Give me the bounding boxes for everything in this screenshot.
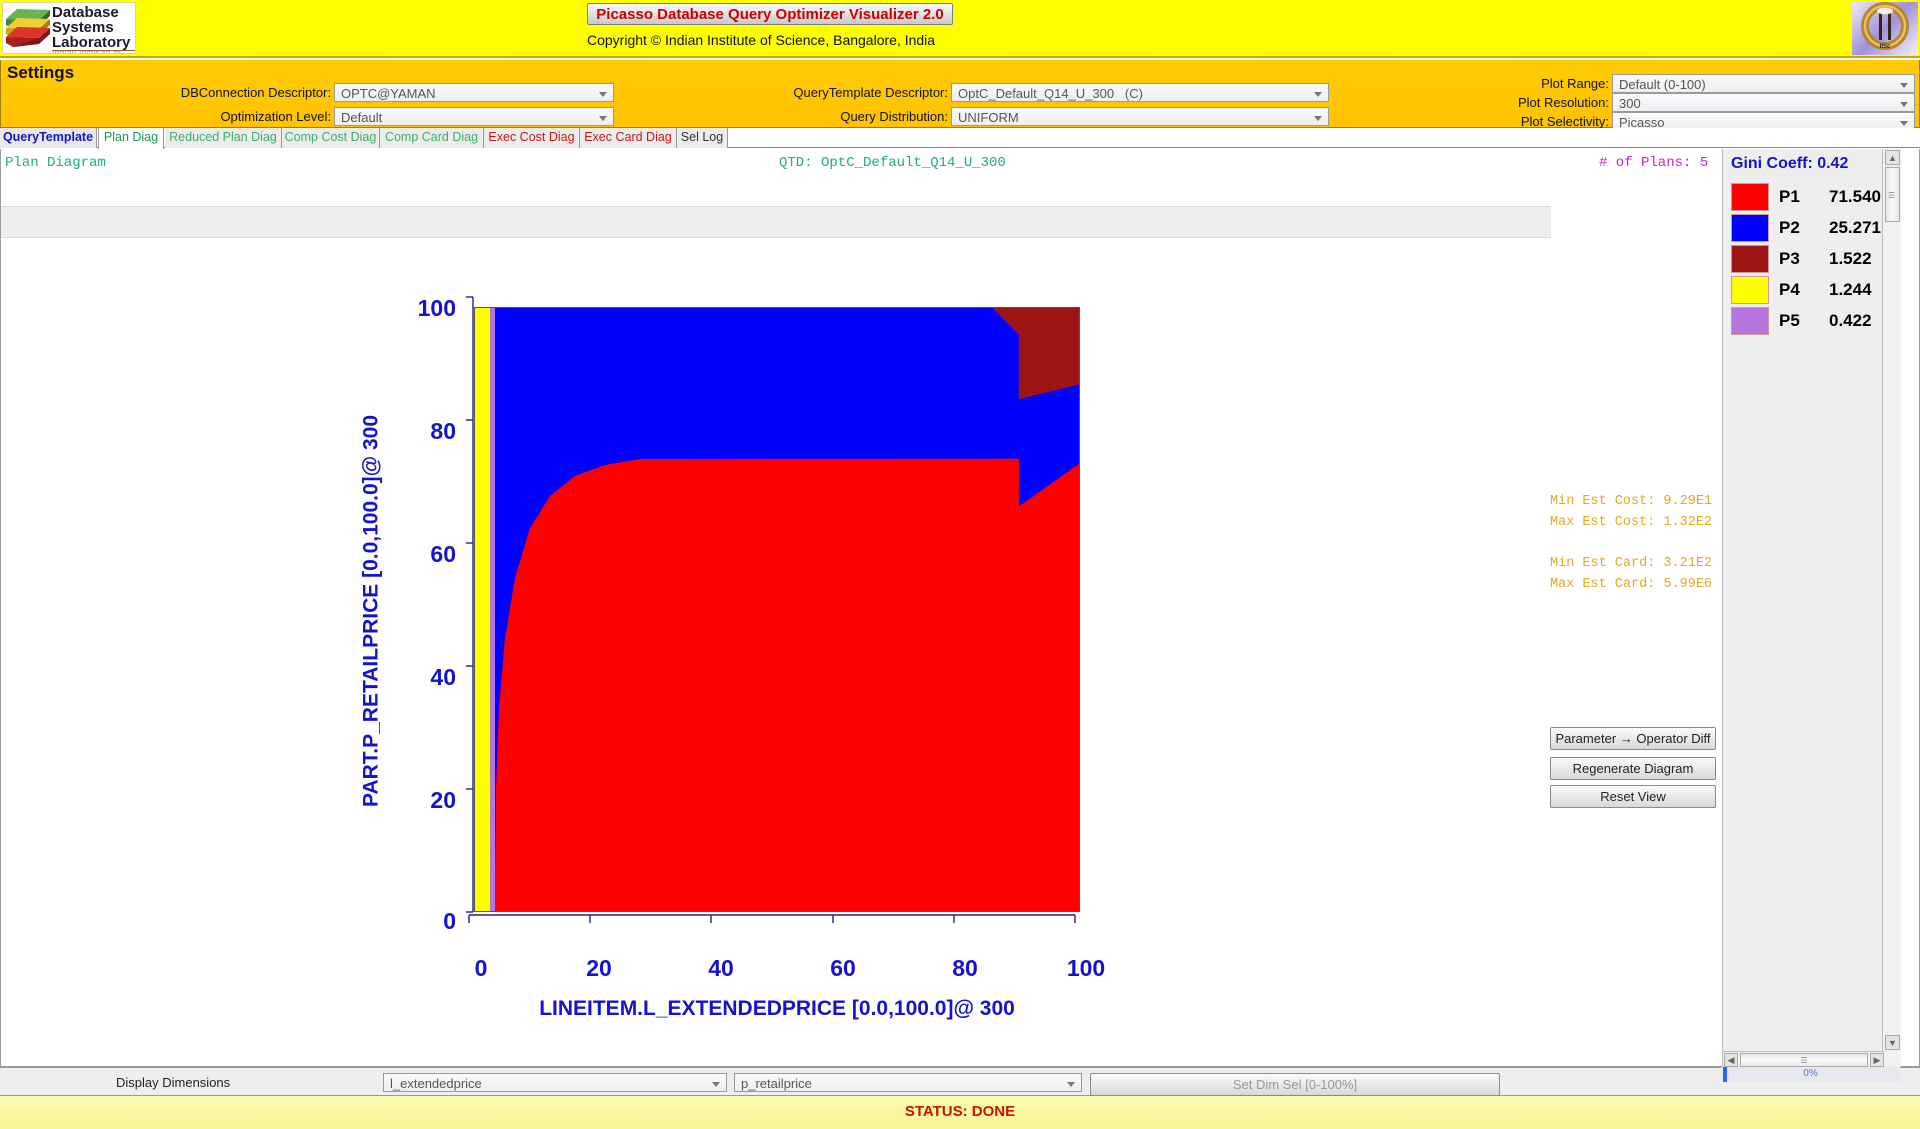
- svg-text:IISc: IISc: [1880, 44, 1891, 50]
